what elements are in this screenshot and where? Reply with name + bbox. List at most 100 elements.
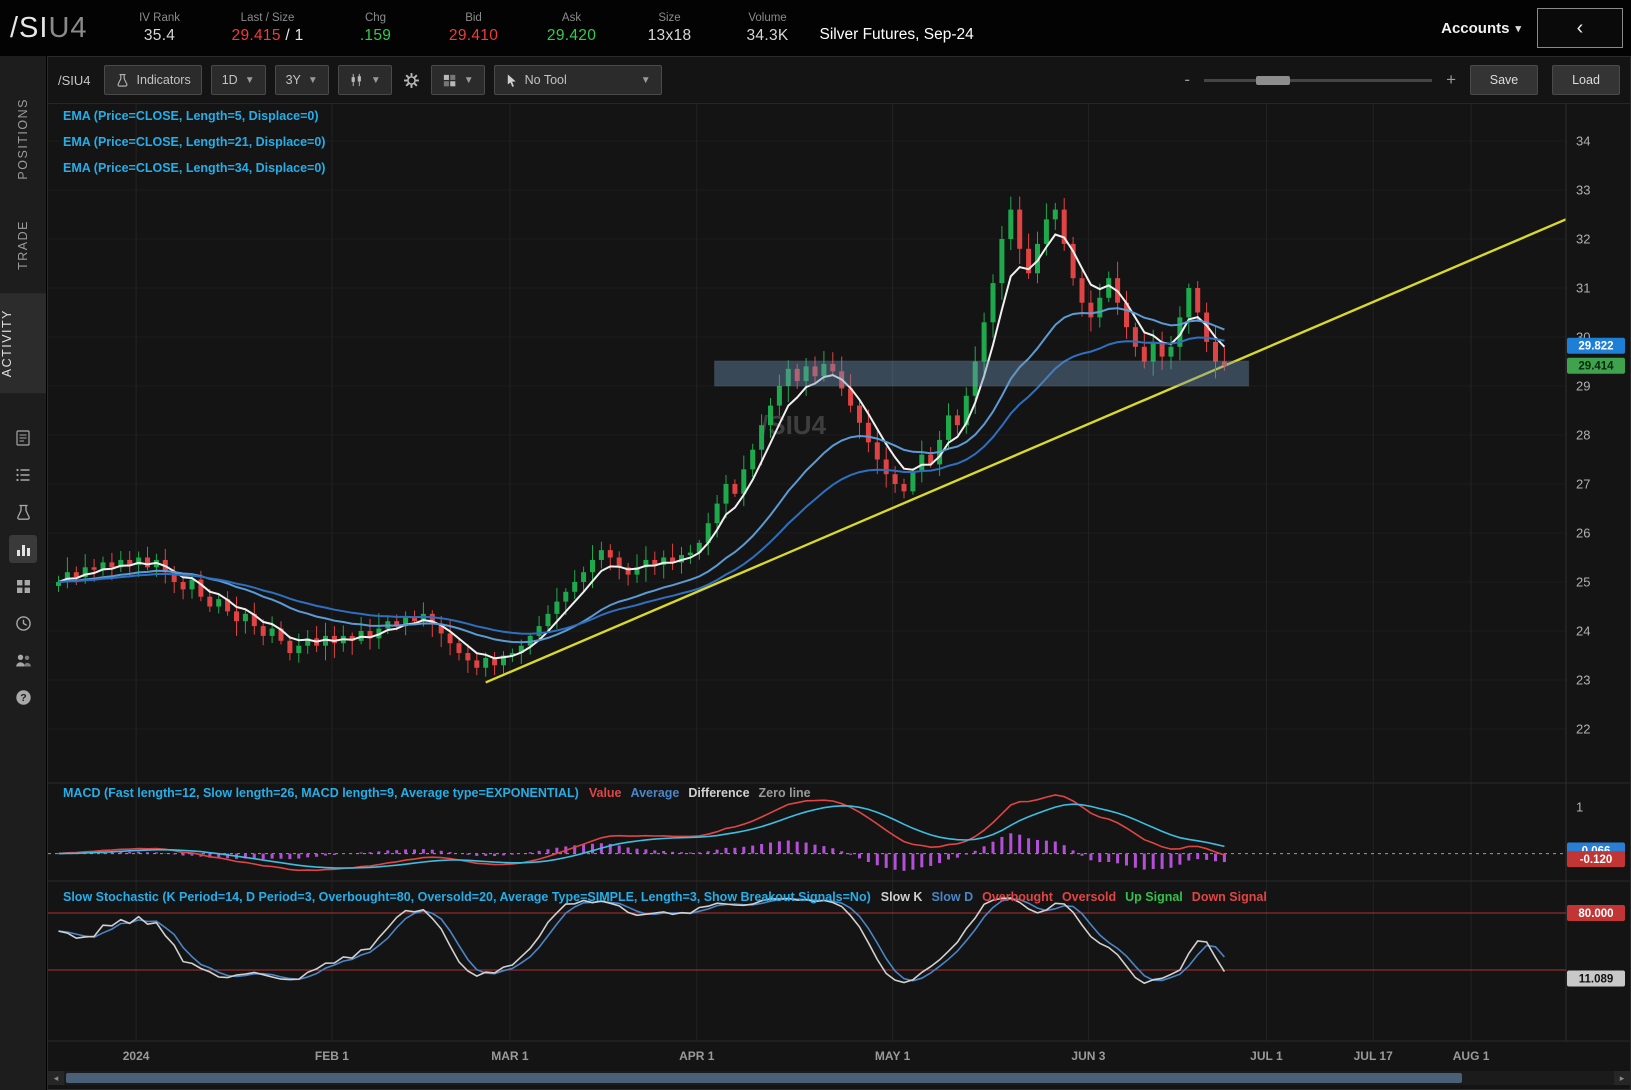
ema-study-label-5[interactable]: EMA (Price=CLOSE, Length=5, Displace=0) [63, 109, 325, 135]
grid-layout-dropdown[interactable]: ▼ [431, 65, 485, 95]
svg-text:33: 33 [1576, 183, 1590, 198]
ema-study-label-21[interactable]: EMA (Price=CLOSE, Length=21, Displace=0) [63, 135, 325, 161]
load-button[interactable]: Load [1552, 65, 1620, 95]
timeframe-value: 1D [222, 73, 238, 87]
svg-text:2024: 2024 [123, 1049, 150, 1063]
sidebar-beaker-icon[interactable] [9, 498, 37, 526]
left-sidebar: POSITIONS TRADE ACTIVITY ? [0, 56, 47, 1090]
stoch-slow-d-line [59, 899, 1225, 981]
stochastic-legend-slow-k: Slow K [881, 890, 923, 904]
sidebar-people-icon[interactable] [9, 646, 37, 674]
header-field-size: Size13x18 [644, 12, 696, 45]
svg-text:JUL 17: JUL 17 [1354, 1049, 1393, 1063]
sidebar-help-icon[interactable]: ? [9, 683, 37, 711]
scroll-right-button[interactable]: ▸ [1614, 1071, 1630, 1085]
svg-text:APR 1: APR 1 [679, 1049, 715, 1063]
zoom-slider-handle[interactable] [1256, 76, 1290, 85]
macd-legend-difference: Difference [688, 786, 749, 800]
header-field-ask: Ask29.420 [546, 12, 598, 45]
sidebar-chart-icon[interactable] [9, 535, 37, 563]
sidebar-apps-grid-icon[interactable] [9, 572, 37, 600]
zoom-slider[interactable] [1204, 79, 1432, 82]
header-field-volume: Volume34.3K [742, 12, 794, 45]
svg-text:1: 1 [1576, 800, 1583, 815]
sidebar-tab-trade[interactable]: TRADE [16, 204, 30, 286]
chart-toolbar: /SIU4 Indicators 1D▼ 3Y▼ ▼ ▼ No Tool ▼ -… [48, 57, 1630, 104]
accounts-dropdown[interactable]: Accounts ▾ [1441, 20, 1521, 37]
header-right: Accounts ▾ ‹ [1441, 8, 1623, 48]
svg-text:JUL 1: JUL 1 [1250, 1049, 1283, 1063]
header-field-last-size: Last / Size29.415 / 1 [232, 12, 304, 45]
svg-text:?: ? [20, 692, 26, 704]
sidebar-tab-activity[interactable]: ACTIVITY [0, 293, 46, 393]
toolbar-right: - + Save Load [1184, 65, 1620, 95]
svg-text:JUN 3: JUN 3 [1071, 1049, 1105, 1063]
zoom-out-button[interactable]: - [1184, 70, 1190, 90]
ema-21-line [59, 308, 1225, 642]
trendline [486, 219, 1566, 682]
chart-type-dropdown[interactable]: ▼ [338, 65, 392, 95]
support-zone [715, 361, 1249, 386]
scrollbar-thumb[interactable] [66, 1073, 1462, 1083]
candlestick-icon [349, 72, 364, 88]
chevron-down-icon: ▼ [245, 75, 255, 86]
chevron-down-icon: ▼ [371, 75, 381, 86]
timeframe-dropdown[interactable]: 1D ▼ [211, 65, 266, 95]
scroll-left-button[interactable]: ◂ [48, 1071, 64, 1085]
beaker-icon [115, 72, 130, 88]
chart-settings-button[interactable] [401, 65, 422, 95]
svg-text:27: 27 [1576, 477, 1590, 492]
svg-text:26: 26 [1576, 526, 1590, 541]
svg-text:MAR 1: MAR 1 [491, 1049, 529, 1063]
svg-text:34: 34 [1576, 134, 1590, 149]
ema-study-label-34[interactable]: EMA (Price=CLOSE, Length=34, Displace=0) [63, 161, 325, 187]
collapse-panel-button[interactable]: ‹ [1537, 8, 1623, 48]
svg-text:-0.120: -0.120 [1580, 854, 1613, 866]
svg-text:29.822: 29.822 [1578, 341, 1613, 353]
stochastic-legend-oversold: Oversold [1062, 890, 1116, 904]
macd-legend-average: Average [631, 786, 680, 800]
accounts-label: Accounts [1441, 20, 1509, 37]
drawing-tool-dropdown[interactable]: No Tool ▼ [494, 65, 662, 95]
zoom-in-button[interactable]: + [1446, 70, 1456, 90]
svg-text:32: 32 [1576, 232, 1590, 247]
svg-text:28: 28 [1576, 428, 1590, 443]
sidebar-watchlist-icon[interactable] [9, 461, 37, 489]
stochastic-legend-down-signal: Down Signal [1192, 890, 1267, 904]
contract-description: Silver Futures, Sep-24 [820, 12, 974, 44]
horizontal-scrollbar[interactable]: ◂ ▸ [48, 1071, 1630, 1085]
chevron-down-icon: ▼ [464, 75, 474, 86]
tool-label: No Tool [525, 73, 567, 87]
chart-panel: /SIU4 Indicators 1D▼ 3Y▼ ▼ ▼ No Tool ▼ -… [47, 56, 1631, 1090]
ema-study-labels: EMA (Price=CLOSE, Length=5, Displace=0)E… [63, 109, 325, 187]
indicators-button[interactable]: Indicators [104, 65, 202, 95]
gear-icon [403, 72, 420, 89]
range-dropdown[interactable]: 3Y▼ [275, 65, 329, 95]
save-button[interactable]: Save [1470, 65, 1538, 95]
stochastic-legend-overbought: Overbought [982, 890, 1053, 904]
sidebar-monitor-icon[interactable] [9, 424, 37, 452]
sidebar-clock-icon[interactable] [9, 609, 37, 637]
sidebar-tab-positions[interactable]: POSITIONS [16, 82, 30, 196]
svg-text:29: 29 [1576, 379, 1590, 394]
stochastic-study-label[interactable]: Slow Stochastic (K Period=14, D Period=3… [63, 890, 871, 904]
quote-fields: IV Rank35.4Last / Size29.415 / 1Chg.159B… [134, 12, 794, 45]
chevron-down-icon: ▾ [1515, 22, 1521, 35]
stochastic-legend-slow-d: Slow D [931, 890, 973, 904]
header-field-iv-rank: IV Rank35.4 [134, 12, 186, 45]
price-chart-canvas[interactable]: 343332313029282726252423222024FEB 1MAR 1… [48, 104, 1630, 1069]
svg-text:31: 31 [1576, 281, 1590, 296]
chevron-down-icon: ▼ [641, 75, 651, 86]
chevron-left-icon: ‹ [1577, 17, 1584, 40]
range-value: 3Y [286, 73, 301, 87]
svg-text:80.000: 80.000 [1578, 908, 1613, 920]
sidebar-icons: ? [0, 424, 46, 711]
svg-text:25: 25 [1576, 575, 1590, 590]
macd-legend-zero-line: Zero line [759, 786, 811, 800]
header-field-bid: Bid29.410 [448, 12, 500, 45]
macd-study-label[interactable]: MACD (Fast length=12, Slow length=26, MA… [63, 786, 579, 800]
svg-text:FEB 1: FEB 1 [315, 1049, 349, 1063]
macd-study-row: MACD (Fast length=12, Slow length=26, MA… [63, 786, 820, 800]
sidebar-tabs: POSITIONS TRADE ACTIVITY [0, 78, 46, 398]
macd-legend-value: Value [589, 786, 622, 800]
